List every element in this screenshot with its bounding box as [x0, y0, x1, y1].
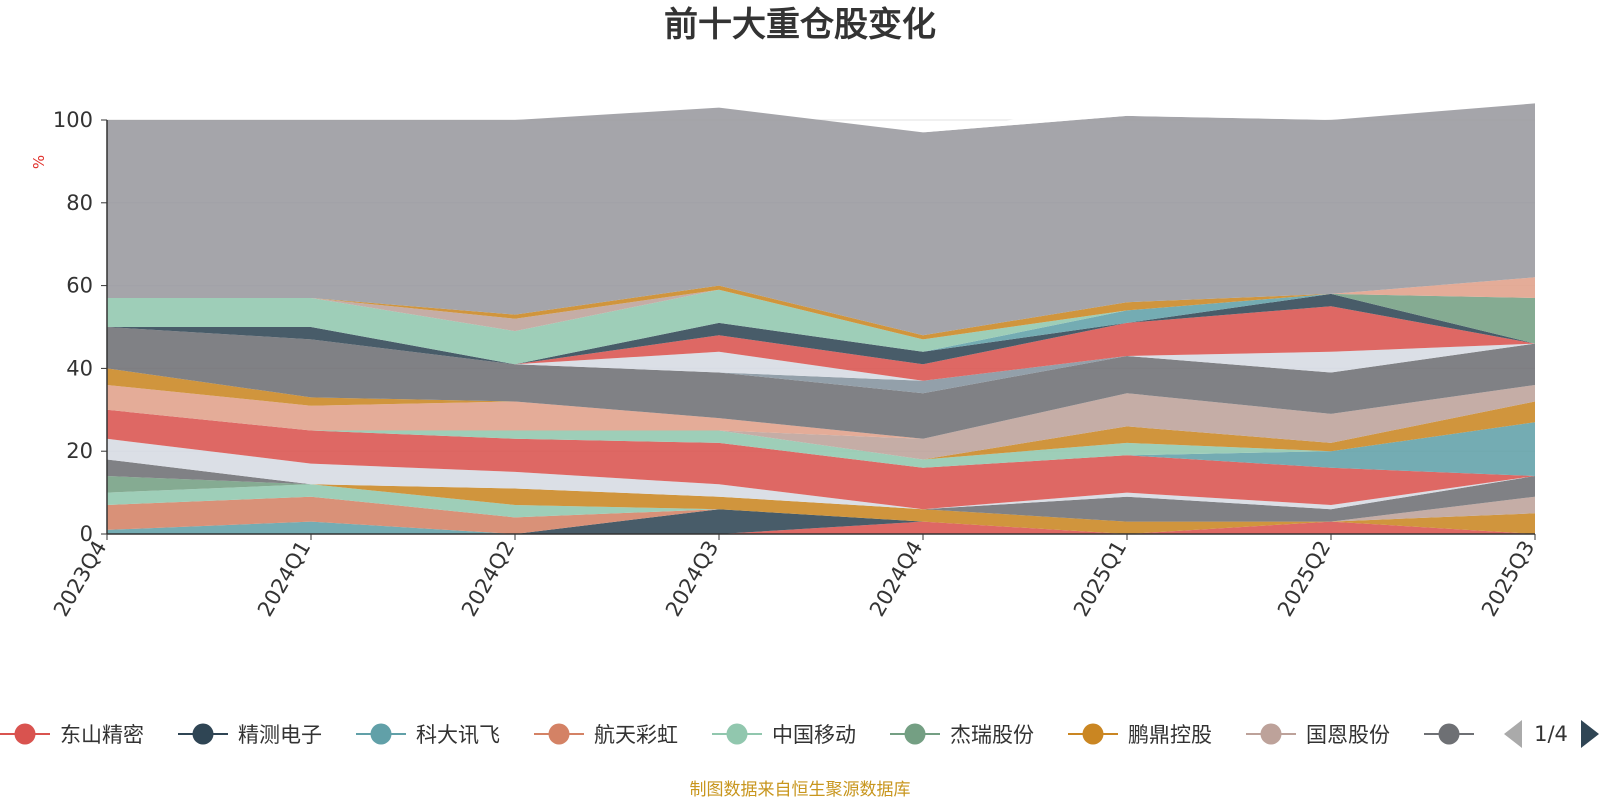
legend-marker	[1260, 723, 1282, 745]
x-tick-label: 2025Q2	[1273, 537, 1335, 621]
chart-title: 前十大重仓股变化	[664, 5, 936, 45]
legend-marker	[548, 723, 570, 745]
y-tick-label: 0	[80, 522, 93, 546]
legend-label: 中国移动	[772, 723, 856, 747]
legend-item[interactable]: 东山精密	[0, 723, 144, 747]
area-series-20	[107, 306, 1535, 381]
y-tick-label: 80	[66, 191, 93, 215]
legend-marker	[726, 723, 748, 745]
area-series-11	[107, 409, 1535, 476]
legend-item[interactable]: 精测电子	[178, 723, 322, 747]
legend-item[interactable]	[1424, 723, 1474, 745]
area-series-4	[107, 484, 1535, 534]
area-series-14	[107, 385, 1535, 460]
area-series-18	[107, 327, 1535, 394]
legend-marker	[1438, 723, 1460, 745]
legend-marker	[1082, 723, 1104, 745]
y-tick-label: 20	[66, 439, 93, 463]
legend-label: 科大讯飞	[416, 723, 500, 747]
area-series-15	[107, 385, 1535, 439]
data-source-note: 制图数据来自恒生聚源数据库	[690, 780, 911, 800]
x-tick-label: 2024Q1	[253, 537, 315, 621]
legend-item[interactable]: 鹏鼎控股	[1068, 723, 1212, 747]
area-series	[107, 103, 1535, 534]
x-axis-ticks: 2023Q4 2024Q1 2024Q2 2024Q3 2024Q4 2025Q1 2025…	[49, 534, 1539, 621]
x-tick-label: 2024Q4	[865, 537, 927, 621]
legend-item[interactable]: 中国移动	[712, 723, 856, 747]
area-series-17	[107, 327, 1535, 439]
y-axis-ticks: 0 20 40 60 80 100	[53, 108, 107, 546]
legend-label: 航天彩虹	[594, 723, 678, 747]
triangle-right-icon[interactable]	[1581, 720, 1599, 748]
area-series-22	[107, 293, 1535, 365]
y-tick-label: 60	[66, 274, 93, 298]
legend-label: 东山精密	[60, 723, 144, 747]
area-series-6	[107, 476, 1535, 534]
area-series-16	[107, 368, 1535, 439]
legend-label: 鹏鼎控股	[1128, 723, 1212, 747]
area-series-29	[107, 103, 1535, 133]
legend-item[interactable]: 航天彩虹	[534, 723, 678, 747]
legend-item[interactable]: 杰瑞股份	[890, 723, 1034, 747]
legend-item[interactable]: 国恩股份	[1246, 723, 1390, 747]
legend-item[interactable]: 科大讯飞	[356, 723, 500, 747]
legend-label: 国恩股份	[1306, 723, 1390, 747]
legend: 东山精密 精测电子 科大讯飞 航天彩虹 中国移动 杰瑞股份 鹏鼎控股 国恩股份	[0, 723, 1474, 747]
triangle-left-icon[interactable]	[1504, 720, 1522, 748]
legend-marker	[192, 723, 214, 745]
area-series-7	[107, 476, 1535, 522]
legend-page-indicator: 1/4	[1534, 722, 1568, 746]
legend-marker	[14, 723, 36, 745]
area-series-1	[107, 509, 1535, 534]
y-axis-unit: %	[30, 155, 48, 169]
area-series-28	[107, 103, 1535, 336]
area-series-8	[107, 459, 1535, 522]
area-series-3	[107, 496, 1535, 534]
x-tick-label: 2025Q1	[1069, 537, 1131, 621]
area-series-10	[107, 409, 1535, 510]
area-series-9	[107, 438, 1535, 510]
area-series-26	[107, 277, 1535, 340]
x-tick-label: 2024Q3	[661, 537, 723, 621]
x-tick-label: 2025Q3	[1477, 537, 1539, 621]
legend-label: 精测电子	[238, 723, 322, 747]
legend-marker	[370, 723, 392, 745]
area-series-19	[107, 327, 1535, 381]
x-tick-label: 2023Q4	[49, 537, 111, 621]
area-series-12	[107, 409, 1535, 468]
area-series-2	[107, 509, 1535, 534]
y-tick-label: 40	[66, 356, 93, 380]
legend-marker	[904, 723, 926, 745]
legend-label: 杰瑞股份	[950, 723, 1034, 747]
y-tick-label: 100	[53, 108, 93, 132]
axes	[106, 120, 1535, 535]
x-tick-label: 2024Q2	[457, 537, 519, 621]
legend-pager: 1/4	[1504, 720, 1599, 748]
area-series-23	[107, 289, 1535, 365]
